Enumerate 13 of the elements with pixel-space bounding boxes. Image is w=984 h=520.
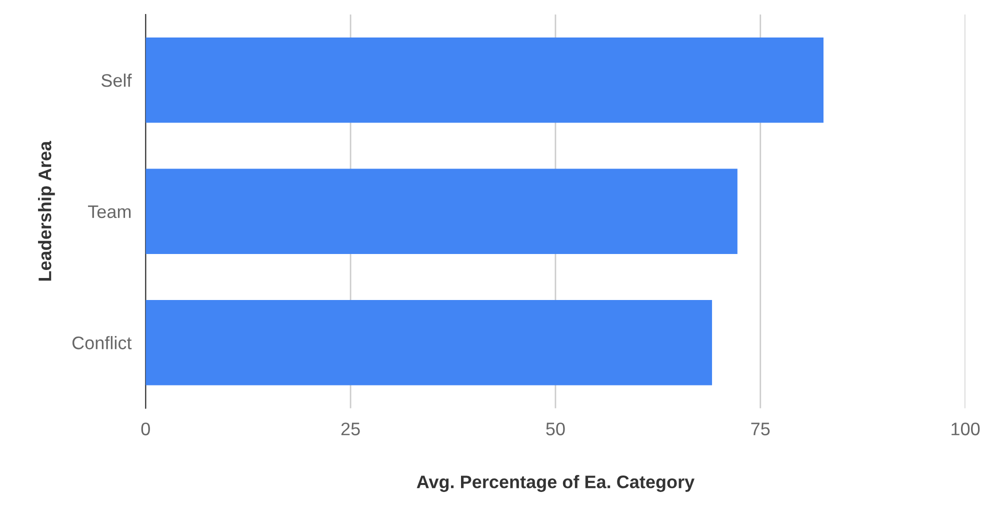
- bar: [146, 168, 738, 254]
- x-tick-label: 75: [751, 422, 770, 436]
- bar: [146, 300, 712, 386]
- y-tick-label: Conflict: [72, 336, 132, 350]
- y-tick-label: Self: [101, 74, 132, 87]
- x-tick-label: 50: [546, 422, 565, 436]
- x-tick-label: 100: [952, 422, 980, 436]
- bar: [146, 38, 824, 123]
- y-tick-label: Team: [88, 206, 131, 218]
- x-tick-label: 0: [141, 422, 150, 436]
- x-tick-label: 25: [341, 422, 360, 436]
- y-axis-title: Leadership Area: [38, 140, 55, 281]
- x-axis-title: Avg. Percentage of Ea. Category: [416, 475, 695, 492]
